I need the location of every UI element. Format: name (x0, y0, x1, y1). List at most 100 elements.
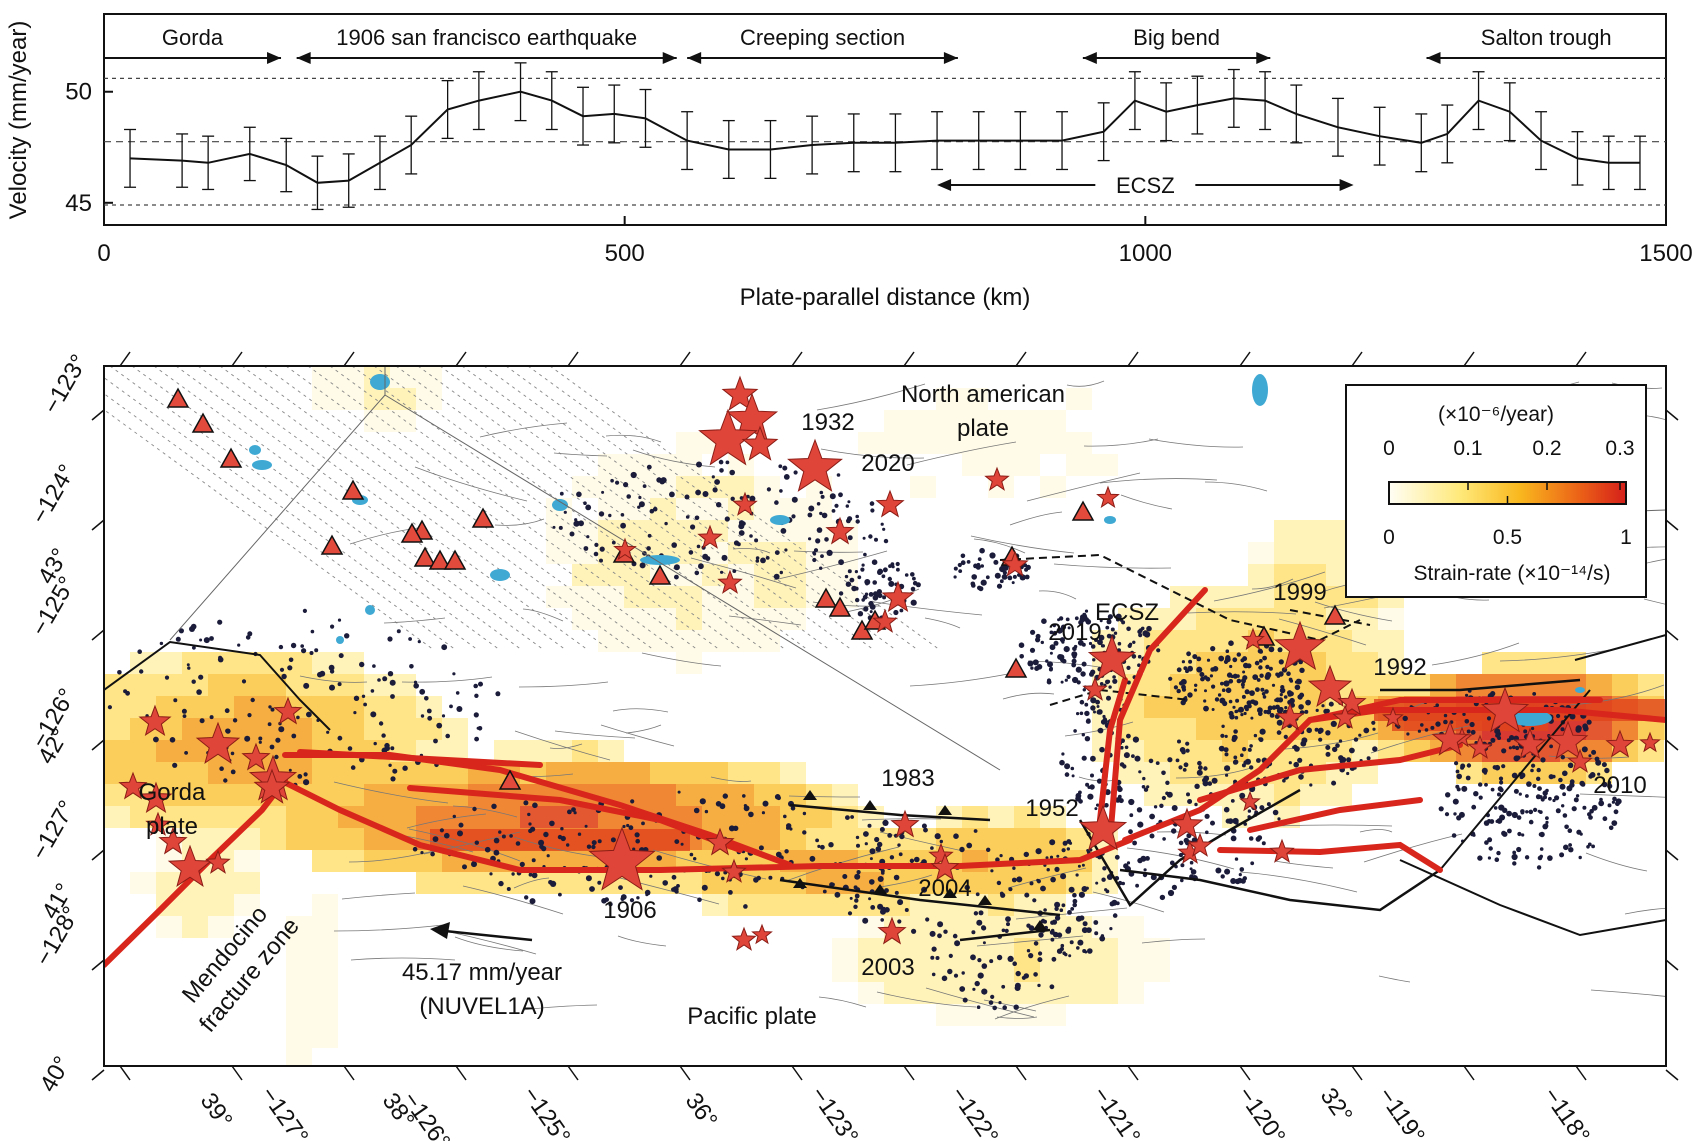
heat-cell (936, 388, 962, 410)
heat-cell (1144, 762, 1170, 784)
thrust-teeth (793, 790, 1047, 930)
seismic-event (1235, 698, 1240, 703)
seismic-event (671, 887, 676, 892)
fault-trace (522, 608, 564, 622)
seismic-event (721, 554, 728, 561)
heat-cell (910, 410, 936, 432)
lakes (249, 374, 1585, 726)
seismic-event (530, 826, 536, 832)
seismic-event (1117, 641, 1122, 646)
heat-cell (208, 872, 234, 894)
seismic-event (1026, 923, 1031, 928)
seismic-event (696, 544, 701, 549)
seismic-event (538, 839, 545, 846)
heat-cell (312, 696, 338, 718)
seismic-event (413, 680, 418, 684)
seismic-event (306, 711, 312, 718)
heat-cell (624, 454, 650, 476)
segment-label: Big bend (1133, 25, 1220, 50)
heat-cell (1144, 938, 1170, 960)
seismic-event (959, 846, 965, 853)
seismic-event (1230, 799, 1235, 803)
seismic-event (1451, 833, 1457, 838)
seismic-event (615, 480, 620, 485)
seismic-event (641, 821, 645, 826)
seismic-event (1209, 674, 1213, 678)
seismic-event (489, 872, 493, 876)
seismic-event (372, 664, 376, 668)
seismic-event (958, 569, 963, 573)
seismic-event (1538, 810, 1543, 814)
seismic-event (845, 504, 849, 508)
earthquake-star (1639, 731, 1661, 753)
seismic-event (812, 552, 817, 556)
heat-cell (858, 982, 884, 1004)
seismic-event (808, 537, 812, 541)
seismic-event (498, 880, 504, 887)
map-tick-mark (1463, 351, 1475, 367)
fault-trace (1239, 871, 1358, 893)
seismic-event (1137, 654, 1142, 659)
seismic-event (680, 842, 684, 846)
seismic-event (1268, 646, 1275, 653)
seismic-event (1331, 780, 1337, 786)
seismic-event (1199, 672, 1205, 677)
seismic-event (929, 930, 936, 937)
seismic-event (941, 975, 948, 982)
fault-trace (1026, 472, 1141, 502)
seismic-event (417, 640, 421, 644)
map-tick-mark (1351, 351, 1363, 367)
fault-trace (617, 935, 667, 947)
seismic-event (275, 737, 281, 743)
seismic-event (1598, 800, 1605, 807)
seismic-event (1501, 764, 1506, 769)
heat-cell (910, 938, 936, 960)
lake (1575, 687, 1585, 693)
heat-cell (494, 806, 520, 828)
volcano-triangle (1004, 657, 1028, 678)
heat-cell (1170, 784, 1196, 806)
heat-cell (1248, 718, 1274, 740)
seismic-event (583, 501, 587, 506)
seismic-event (1099, 619, 1103, 623)
seismic-event (567, 809, 572, 815)
map-tick-mark (91, 739, 105, 751)
map-tick-mark (343, 1065, 355, 1081)
seismic-event (1167, 889, 1175, 897)
heat-cell (312, 828, 338, 850)
seismic-event (1366, 756, 1371, 761)
seismic-event (1488, 846, 1493, 851)
heat-cell (364, 718, 390, 740)
heat-cell (416, 388, 442, 410)
seismic-event (872, 595, 879, 601)
heat-cell (1300, 608, 1326, 630)
earthquake-star (145, 811, 171, 836)
seismic-event (1493, 806, 1498, 810)
heat-cell (1014, 410, 1040, 432)
heat-cell (962, 938, 988, 960)
seismic-event (953, 575, 957, 579)
seismic-event (754, 538, 759, 543)
seismic-event (1156, 648, 1161, 653)
seismic-event (899, 833, 905, 840)
earthquake-star (139, 781, 173, 814)
seismic-event (244, 735, 251, 742)
seismic-event (1077, 639, 1084, 646)
heat-cell (208, 674, 234, 696)
seismic-event (1524, 855, 1530, 860)
seismic-event (1293, 744, 1298, 749)
seismic-event (597, 839, 602, 844)
seismic-event (1060, 943, 1065, 948)
heat-cell (286, 828, 312, 850)
heat-cell (702, 784, 728, 806)
heat-cell (572, 564, 598, 586)
seismic-event (1060, 657, 1065, 663)
seismic-event (1176, 667, 1182, 673)
seismic-event (898, 852, 903, 857)
heat-cell (338, 366, 364, 388)
seismic-event (1181, 660, 1185, 664)
fault-trace (788, 795, 861, 798)
seismic-event (1607, 780, 1612, 785)
seismic-event (1049, 929, 1055, 935)
seismic-event (971, 574, 977, 580)
